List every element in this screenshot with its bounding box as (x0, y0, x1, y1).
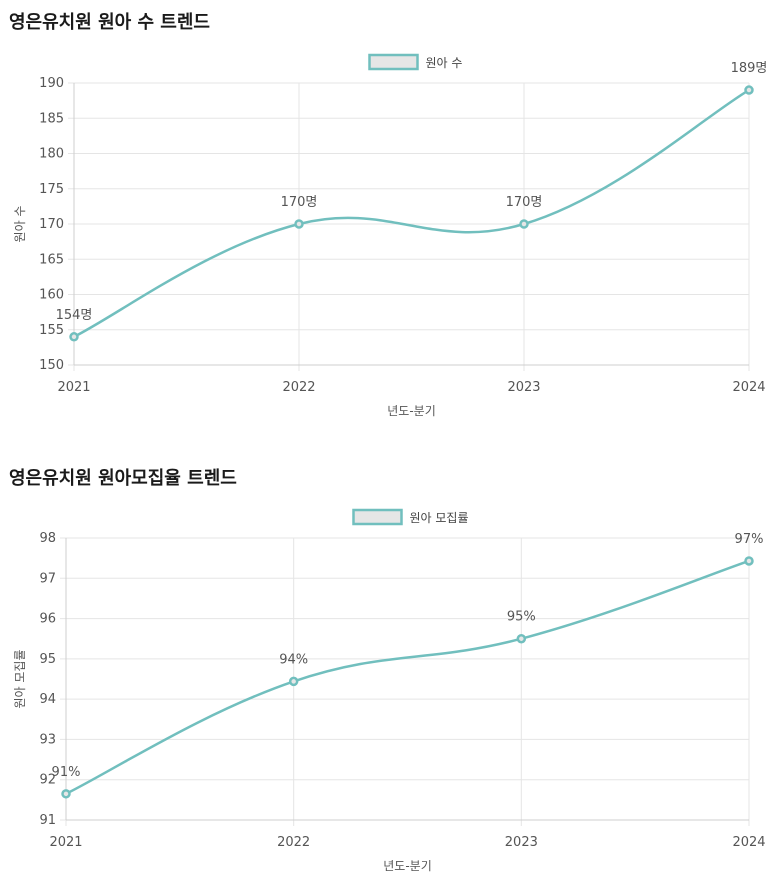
x-axis-title: 년도-분기 (383, 859, 432, 873)
y-tick-label: 165 (39, 252, 64, 267)
chart-title-enrollment: 영은유치원 원아 수 트렌드 (9, 12, 210, 33)
y-tick-label: 190 (39, 76, 64, 91)
y-tick-label: 170 (39, 217, 64, 232)
x-axis-title: 년도-분기 (387, 404, 436, 418)
y-tick-label: 150 (39, 358, 64, 373)
enrollment-count-chart: 150 155 160 165 170 175 180 185 190 2021 2022 2023 2… (13, 53, 768, 418)
data-point[interactable] (516, 633, 527, 644)
data-point[interactable] (288, 676, 299, 687)
series-line (65, 559, 750, 795)
chart-title-recruitment-rate: 영은유치원 원아모집율 트렌드 (9, 468, 237, 489)
y-tick-label: 95 (39, 652, 56, 667)
data-label: 91% (52, 765, 81, 780)
y-tick-label: 91 (39, 813, 56, 828)
y-tick-label: 96 (39, 612, 56, 627)
y-tick-label: 175 (39, 182, 64, 197)
x-tick-label: 2021 (57, 380, 90, 395)
x-tick-label: 2023 (507, 380, 540, 395)
y-tick-label: 94 (39, 692, 56, 707)
x-tick-label: 2022 (282, 380, 315, 395)
y-tick-label: 155 (39, 323, 64, 338)
data-label: 170명 (506, 195, 543, 210)
recruitment-rate-chart: 91 92 93 94 95 96 97 98 2021 2022 2023 2024 년도-분기 원아 … (13, 508, 766, 873)
legend-label: 원아 수 (426, 56, 463, 70)
x-tick-label: 2022 (277, 835, 310, 850)
data-label: 94% (279, 652, 308, 667)
y-tick-label: 98 (39, 531, 56, 546)
x-tick-label: 2024 (732, 835, 765, 850)
data-label: 154명 (56, 308, 93, 323)
y-axis-title: 원아 수 (13, 206, 27, 243)
data-point[interactable] (61, 789, 71, 799)
data-label: 189명 (731, 61, 768, 76)
y-tick-label: 180 (39, 147, 64, 162)
legend-swatch (368, 53, 419, 71)
x-tick-label: 2024 (732, 380, 765, 395)
y-tick-label: 185 (39, 111, 64, 126)
data-point[interactable] (519, 219, 529, 229)
data-point[interactable] (294, 219, 304, 229)
y-axis-title: 원아 모집률 (13, 649, 27, 708)
y-tick-label: 92 (39, 773, 56, 788)
y-tick-label: 160 (39, 288, 64, 303)
x-tick-label: 2023 (505, 835, 538, 850)
data-point[interactable] (744, 85, 754, 95)
data-point[interactable] (69, 332, 79, 342)
y-tick-label: 93 (39, 732, 56, 747)
data-label: 170명 (281, 195, 318, 210)
data-label: 97% (735, 532, 764, 547)
data-label: 95% (507, 610, 536, 625)
data-point[interactable] (744, 556, 754, 566)
series-line (73, 88, 750, 338)
y-tick-label: 97 (39, 571, 56, 586)
legend-swatch (352, 508, 403, 526)
x-tick-label: 2021 (49, 835, 82, 850)
legend-label: 원아 모집률 (410, 511, 469, 525)
